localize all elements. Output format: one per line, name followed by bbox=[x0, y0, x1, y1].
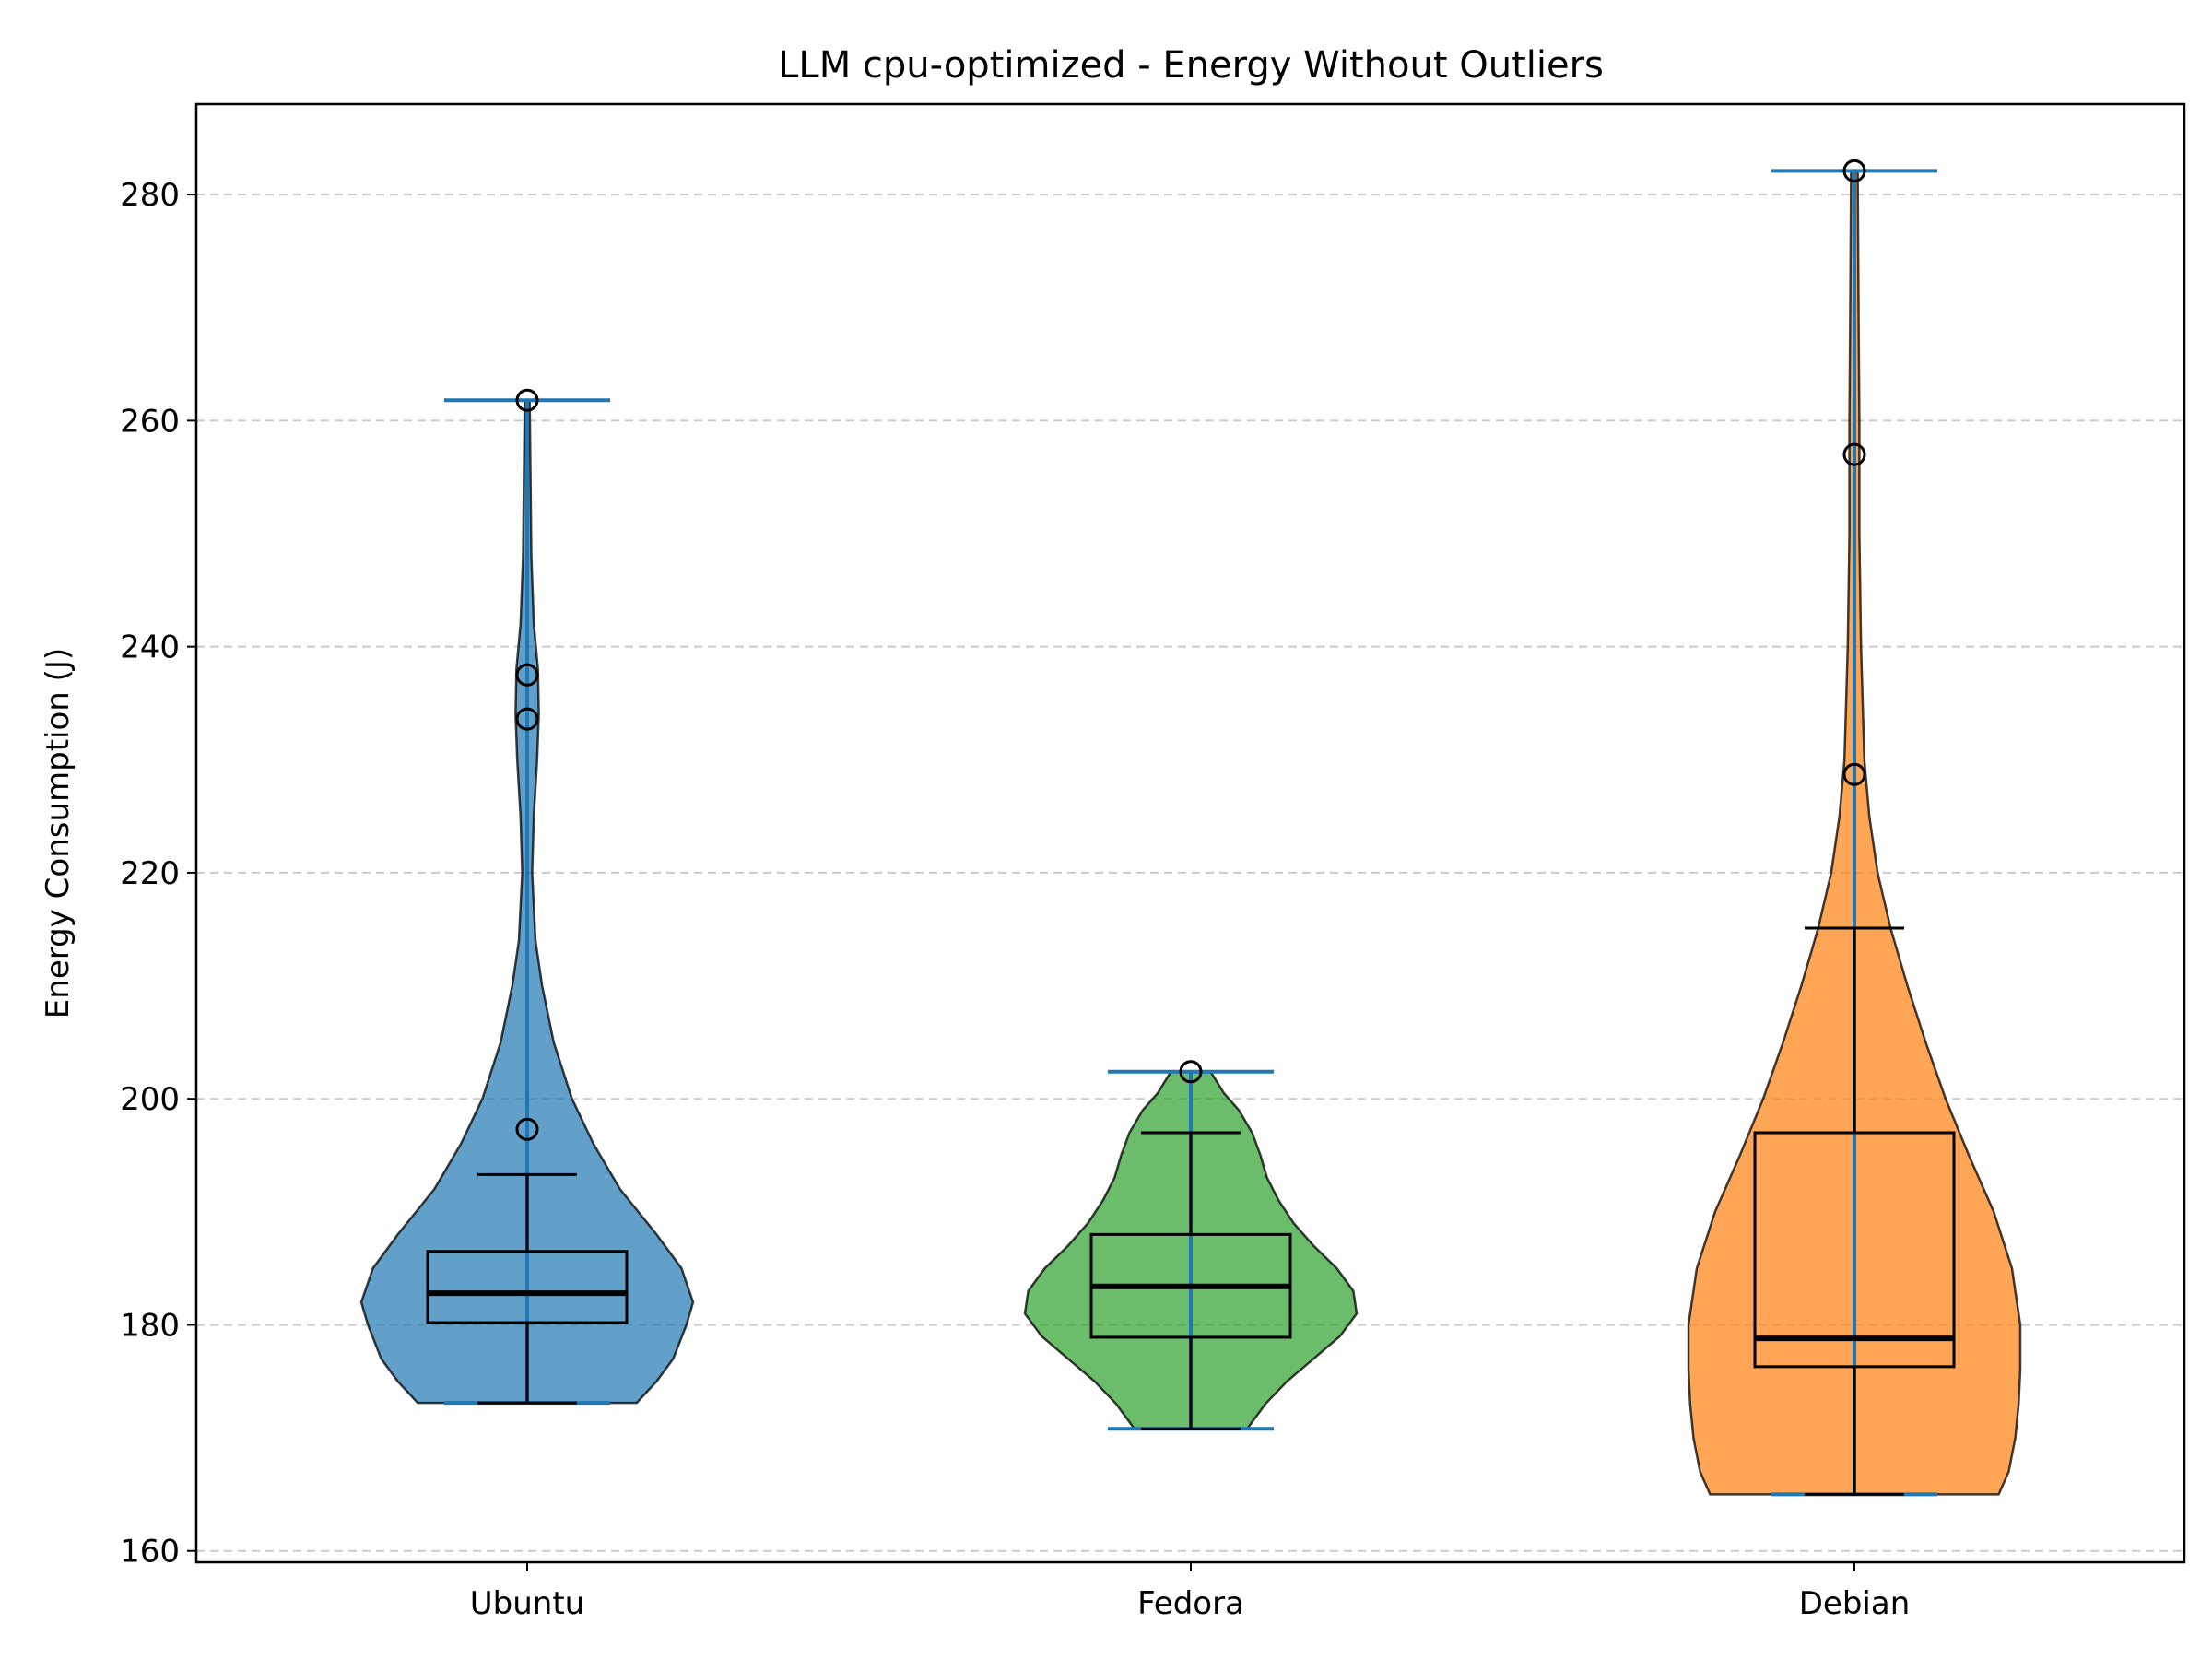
box-iqr bbox=[426, 1250, 629, 1324]
x-tick-label: Debian bbox=[1799, 1585, 1911, 1622]
outlier-point bbox=[1842, 159, 1866, 182]
chart-title: LLM cpu-optimized - Energy Without Outli… bbox=[778, 44, 1604, 87]
y-tick-label: 220 bbox=[120, 855, 180, 892]
y-tick-label: 180 bbox=[120, 1307, 180, 1344]
box-iqr bbox=[1753, 1131, 1956, 1369]
axes: 160 180 200 220 240 260 280 Ubuntu Fedora Debian bbox=[120, 177, 1910, 1622]
y-tick-label: 280 bbox=[120, 177, 180, 214]
y-axis-label: Energy Consumption (J) bbox=[40, 648, 76, 1018]
outlier-point bbox=[515, 1117, 539, 1141]
outlier-point bbox=[515, 663, 539, 687]
y-tick-label: 160 bbox=[120, 1534, 180, 1571]
outlier-point bbox=[1179, 1060, 1203, 1084]
x-tick-label: Fedora bbox=[1137, 1585, 1244, 1622]
outlier-point bbox=[1842, 762, 1866, 786]
y-tick-label: 200 bbox=[120, 1081, 180, 1118]
outlier-point bbox=[515, 388, 539, 412]
x-tick-label: Ubuntu bbox=[470, 1585, 584, 1622]
box-overlays bbox=[426, 159, 1956, 1497]
y-tick-label: 260 bbox=[120, 403, 180, 440]
outlier-point bbox=[515, 707, 539, 731]
outlier-point bbox=[1842, 442, 1866, 466]
y-tick-label: 240 bbox=[120, 629, 180, 666]
